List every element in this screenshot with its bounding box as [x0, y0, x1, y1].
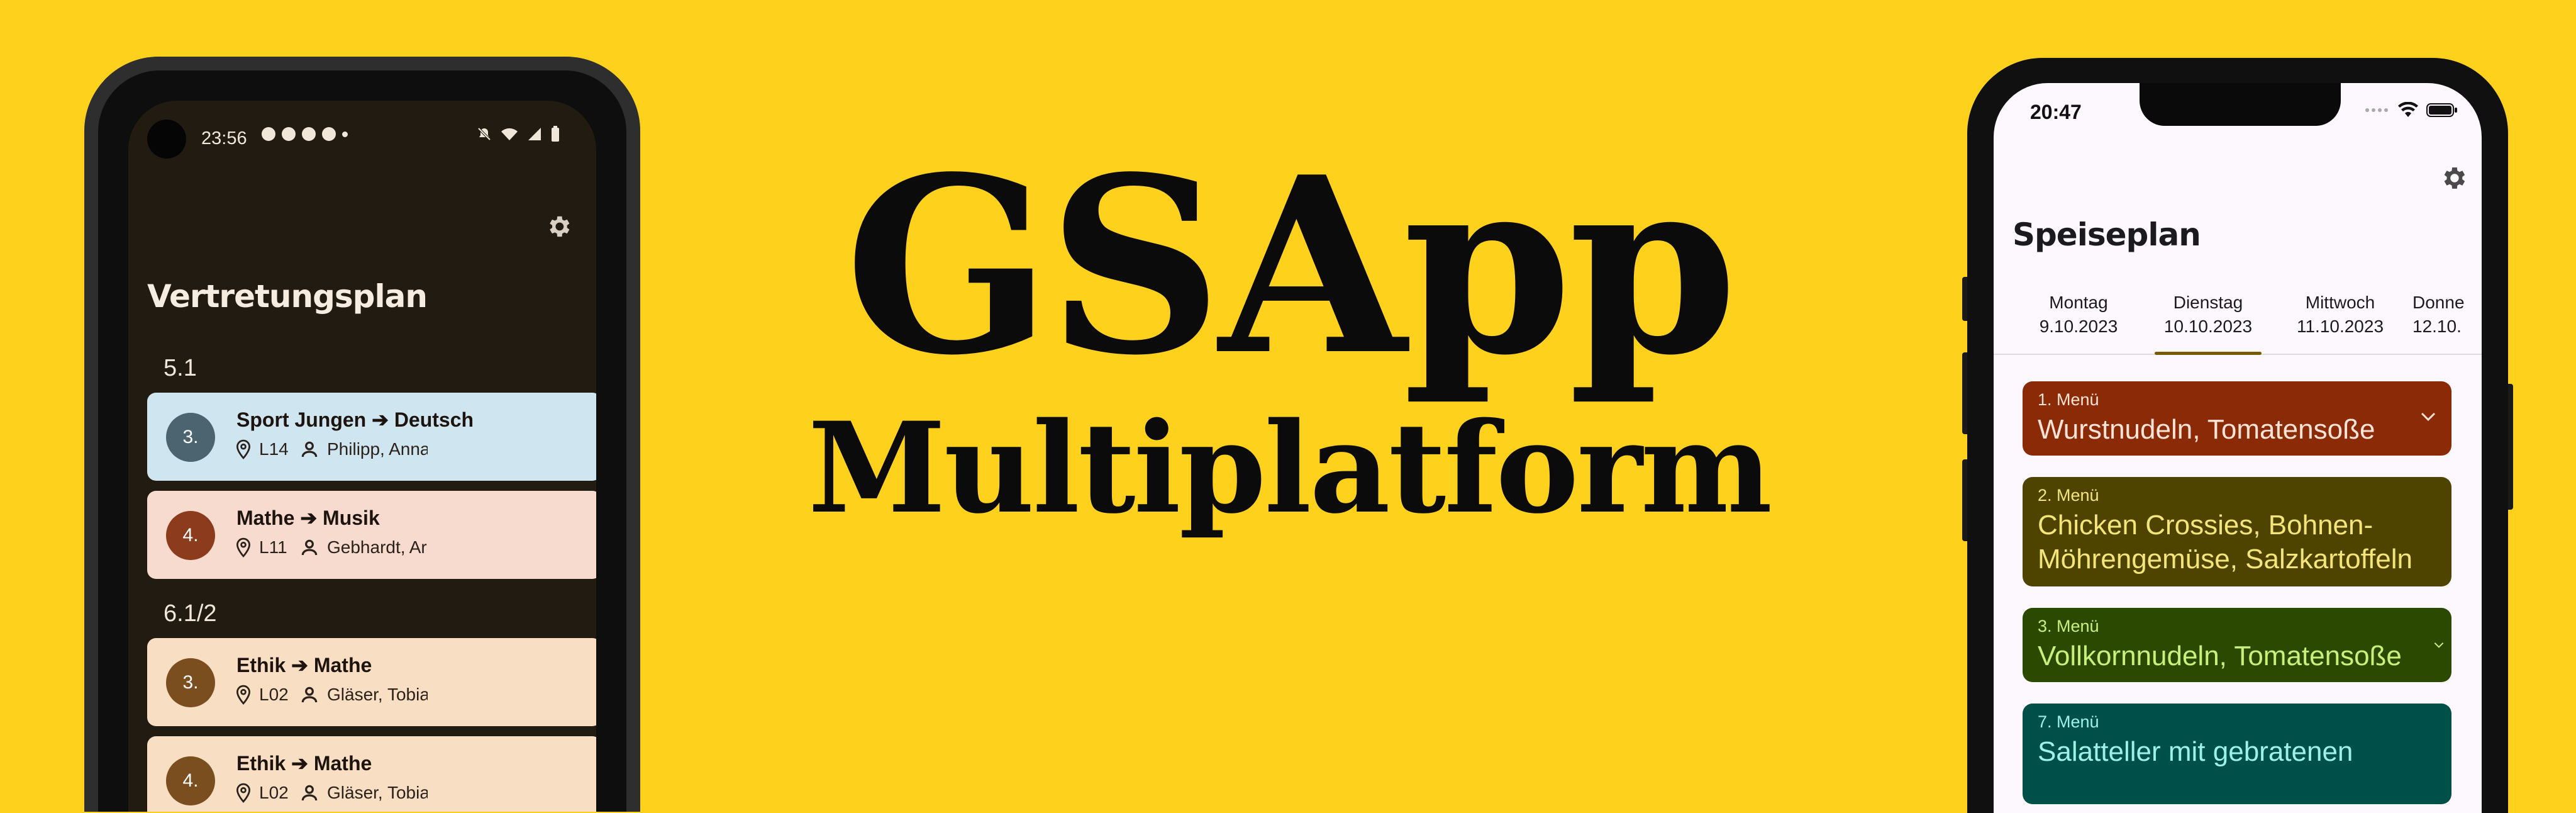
tab-day: Mittwoch	[2305, 293, 2375, 312]
snapchat-icon	[302, 127, 316, 141]
substitution-card[interactable]: 3. Ethik ➔ Mathe L02 Gläser, Tobia	[147, 638, 596, 726]
room-number: L14	[259, 439, 289, 459]
hero-title: GSApp	[845, 123, 1738, 408]
location-pin-icon	[236, 537, 250, 558]
substitution-card[interactable]: 3. Sport Jungen ➔ Deutsch L14 Philipp, A…	[147, 393, 596, 481]
android-phone: 23:56 Vertretungsplan	[84, 57, 640, 812]
menu-dish: Vollkornnudeln, Tomatensoße	[2038, 641, 2402, 671]
android-screen: 23:56 Vertretungsplan	[128, 101, 596, 812]
room-number: L02	[259, 685, 289, 704]
period-badge: 4.	[166, 756, 215, 805]
class-section-label: 5.1	[164, 355, 197, 381]
iphone: 20:47 Speiseplan Montag 9.10.2023 Dienst…	[1967, 58, 2508, 813]
hero: GSApp Multiplatform	[704, 145, 1874, 530]
menu-card[interactable]: 7. Menü Salatteller mit gebratenen	[2023, 704, 2451, 804]
location-pin-icon	[236, 685, 250, 705]
front-camera	[147, 120, 186, 159]
android-bezel: 23:56 Vertretungsplan	[98, 70, 626, 812]
period-badge: 4.	[166, 511, 215, 560]
menu-card[interactable]: 1. Menü Wurstnudeln, Tomatensoße	[2023, 381, 2451, 456]
substitution-meta: L11 Gebhardt, Ar	[235, 537, 428, 558]
substitution-meta: L02 Gläser, Tobia	[235, 685, 428, 705]
snapchat-icon	[322, 127, 336, 141]
location-pin-icon	[236, 439, 250, 459]
substitution-meta: L14 Philipp, Anna	[235, 439, 428, 459]
iphone-mute-switch	[1962, 277, 1968, 321]
tab-date: 10.10.2023	[2163, 317, 2253, 336]
tab-day: Dienstag	[2173, 293, 2243, 312]
menu-card[interactable]: 2. Menü Chicken Crossies, Bohnen-Möhreng…	[2023, 477, 2451, 586]
tab-day: Montag	[2049, 293, 2108, 312]
tab-tuesday[interactable]: Dienstag 10.10.2023	[2148, 291, 2268, 355]
battery-icon	[2426, 103, 2457, 117]
menu-dish: Chicken Crossies, Bohnen-Möhrengemüse, S…	[2038, 510, 2412, 575]
menu-label: 3. Menü	[2038, 617, 2099, 636]
room-number: L11	[259, 537, 287, 557]
vertretungsplan-heading: Vertretungsplan	[147, 278, 428, 315]
period-badge: 3.	[166, 413, 215, 462]
iphone-status-icons	[2365, 102, 2458, 118]
system-icons	[477, 126, 560, 142]
tab-thursday[interactable]: Donne 12.10.	[2412, 291, 2482, 339]
subject-change: Sport Jungen ➔ Deutsch	[236, 408, 474, 431]
person-icon	[301, 539, 318, 556]
person-icon	[301, 785, 318, 801]
day-tabs: Montag 9.10.2023 Dienstag 10.10.2023 Mit…	[1994, 291, 2482, 355]
menu-dish: Salatteller mit gebratenen	[2038, 736, 2353, 767]
tab-date: 12.10.	[2412, 317, 2462, 336]
iphone-volume-down	[1962, 459, 1968, 541]
tab-date: 9.10.2023	[2039, 317, 2118, 336]
iphone-screen: 20:47 Speiseplan Montag 9.10.2023 Dienst…	[1994, 83, 2482, 813]
tab-wednesday[interactable]: Mittwoch 11.10.2023	[2280, 291, 2400, 339]
tab-day: Donne	[2412, 293, 2465, 312]
iphone-notch	[2140, 83, 2341, 126]
signal-icon	[528, 128, 541, 140]
menu-card[interactable]: 3. Menü Vollkornnudeln, Tomatensoße	[2023, 608, 2451, 682]
menu-label: 1. Menü	[2038, 390, 2099, 409]
chevron-down-icon[interactable]	[2433, 641, 2445, 649]
substitution-card[interactable]: 4. Mathe ➔ Musik L11 Gebhardt, Ar	[147, 491, 596, 579]
tab-monday[interactable]: Montag 9.10.2023	[2019, 291, 2138, 339]
settings-gear-icon[interactable]	[2439, 164, 2468, 193]
iphone-volume-up	[1962, 352, 1968, 434]
menu-label: 2. Menü	[2038, 486, 2099, 505]
android-status-time: 23:56	[201, 128, 247, 149]
mute-icon	[477, 127, 491, 141]
subject-change: Ethik ➔ Mathe	[236, 654, 372, 676]
more-notifications-icon	[342, 132, 348, 137]
location-pin-icon	[236, 783, 250, 803]
hero-subtitle: Multiplatform	[808, 395, 1773, 541]
wifi-icon	[501, 128, 518, 140]
teacher-name: Gebhardt, Ar	[327, 537, 427, 557]
room-number: L02	[259, 783, 289, 802]
iphone-power-button	[2507, 384, 2513, 510]
substitution-card[interactable]: 4. Ethik ➔ Mathe L02 Gläser, Tobia	[147, 736, 596, 812]
teacher-name: Gläser, Tobia	[327, 783, 428, 802]
selected-tab-indicator	[2155, 352, 2262, 355]
iphone-status-time: 20:47	[2030, 101, 2082, 123]
signal-dots-icon	[2365, 108, 2388, 112]
substitution-meta: L02 Gläser, Tobia	[235, 783, 428, 803]
class-section-label: 6.1/2	[164, 600, 217, 627]
settings-gear-icon[interactable]	[545, 213, 572, 240]
tab-date: 11.10.2023	[2296, 317, 2384, 336]
chat-icon	[282, 127, 296, 141]
battery-icon	[552, 126, 559, 142]
person-icon	[301, 441, 318, 457]
speiseplan-heading: Speiseplan	[2012, 216, 2201, 253]
android-status-bar: 23:56	[128, 101, 596, 170]
chevron-down-icon[interactable]	[2419, 410, 2438, 423]
notification-icons	[262, 127, 348, 141]
teacher-name: Philipp, Anna	[327, 439, 428, 459]
subject-change: Mathe ➔ Musik	[236, 507, 380, 529]
wifi-icon	[2398, 102, 2418, 117]
menu-dish: Wurstnudeln, Tomatensoße	[2038, 414, 2375, 445]
teacher-name: Gläser, Tobia	[327, 685, 428, 704]
message-icon	[262, 127, 275, 141]
person-icon	[301, 687, 318, 703]
menu-label: 7. Menü	[2038, 712, 2099, 731]
period-badge: 3.	[166, 658, 215, 707]
